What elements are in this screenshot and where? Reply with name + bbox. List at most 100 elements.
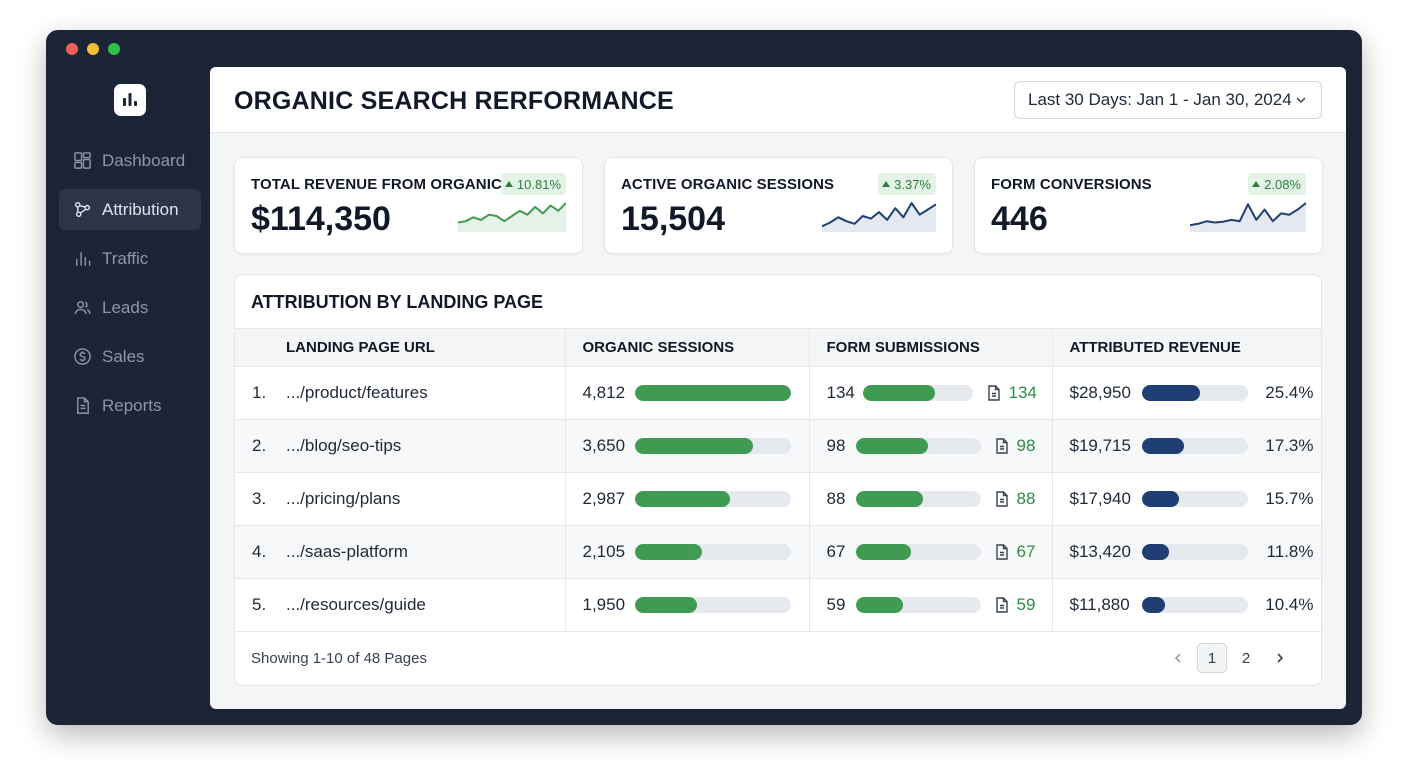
landing-page-url[interactable]: .../resources/guide <box>286 595 426 614</box>
submissions-link[interactable]: 59 <box>1016 595 1036 614</box>
submissions-cell: 67 67 <box>808 525 1052 579</box>
revenue-value: $17,940 <box>1069 489 1131 508</box>
submissions-cell: 59 59 <box>808 578 1052 632</box>
submissions-link[interactable]: 88 <box>1016 489 1036 508</box>
revenue-bar <box>1141 597 1248 613</box>
kpi-card-revenue[interactable]: TOTAL REVENUE FROM ORGANIC $114,350 10.8… <box>234 157 583 254</box>
date-range-select[interactable]: Last 30 Days: Jan 1 - Jan 30, 2024 <box>1014 81 1322 119</box>
table-row[interactable]: 2. .../blog/seo-tips 3,650 98 98 $19,715 17.3% <box>235 419 1321 473</box>
revenue-value: $13,420 <box>1069 542 1131 561</box>
chevron-left-icon[interactable] <box>1163 643 1193 673</box>
kpi-card-sessions[interactable]: ACTIVE ORGANIC SESSIONS 15,504 3.37% <box>604 157 953 254</box>
landing-page-url[interactable]: .../product/features <box>286 383 428 402</box>
revenue-bar-fill <box>1141 385 1200 401</box>
close-window-button[interactable] <box>66 43 78 55</box>
column-header-url[interactable]: LANDING PAGE URL <box>235 328 565 367</box>
sessions-bar-fill <box>634 491 730 507</box>
submissions-link[interactable]: 134 <box>1008 383 1037 402</box>
table-row[interactable]: 5. .../resources/guide 1,950 59 59 $11,880 10.… <box>235 578 1321 632</box>
sessions-cell: 1,950 <box>564 578 809 632</box>
revenue-value: $19,715 <box>1069 436 1131 455</box>
zoom-window-button[interactable] <box>108 43 120 55</box>
sidebar-item-attribution[interactable]: Attribution <box>59 189 201 230</box>
attribution-table: LANDING PAGE URL ORGANIC SESSIONS FORM S… <box>235 328 1321 632</box>
row-rank: 5. <box>252 595 267 614</box>
row-rank: 3. <box>252 489 267 508</box>
sidebar-item-label: Reports <box>102 395 162 415</box>
pagination-summary: Showing 1-10 of 48 Pages <box>251 650 427 667</box>
sidebar-item-dashboard[interactable]: Dashboard <box>59 140 201 181</box>
window-controls <box>66 43 120 55</box>
column-header-submissions[interactable]: FORM SUBMISSIONS <box>808 328 1052 367</box>
sidebar-item-label: Attribution <box>102 199 179 219</box>
revenue-cell: $17,940 15.7% <box>1051 472 1321 526</box>
trend-badge: 10.81% <box>500 173 566 195</box>
dashboard-icon <box>73 151 92 170</box>
submissions-link[interactable]: 98 <box>1016 436 1036 455</box>
sidebar-nav: Dashboard Attribution Traffic Leads Sale… <box>59 140 201 434</box>
kpi-label: ACTIVE ORGANIC SESSIONS <box>621 176 835 193</box>
pagination: 1 2 <box>1163 643 1295 673</box>
chevron-down-icon <box>1296 97 1306 104</box>
document-icon <box>987 385 1001 401</box>
revenue-bar <box>1141 438 1248 454</box>
sessions-value: 2,105 <box>582 542 626 561</box>
table-row[interactable]: 1. .../product/features 4,812 134 134 $28,950… <box>235 366 1321 420</box>
revenue-share: 10.4% <box>1265 595 1314 614</box>
sidebar-item-reports[interactable]: Reports <box>59 385 201 426</box>
top-bar: ORGANIC SEARCH RERFORMANCE Last 30 Days:… <box>210 67 1346 133</box>
url-cell: 3. .../pricing/plans <box>235 472 565 526</box>
column-header-sessions[interactable]: ORGANIC SESSIONS <box>564 328 809 367</box>
landing-page-url[interactable]: .../blog/seo-tips <box>286 436 402 455</box>
sessions-bar <box>634 491 791 507</box>
revenue-cell: $13,420 11.8% <box>1051 525 1321 579</box>
revenue-value: $28,950 <box>1069 383 1131 402</box>
landing-page-url[interactable]: .../saas-platform <box>286 542 408 561</box>
sessions-value: 1,950 <box>582 595 626 614</box>
sessions-cell: 3,650 <box>564 419 809 473</box>
reports-icon <box>73 396 92 415</box>
page-button-next[interactable]: 2 <box>1241 649 1251 667</box>
sidebar-item-sales[interactable]: Sales <box>59 336 201 377</box>
minimize-window-button[interactable] <box>87 43 99 55</box>
revenue-bar <box>1141 385 1248 401</box>
submissions-bar <box>855 544 981 560</box>
app-window: Dashboard Attribution Traffic Leads Sale… <box>46 30 1362 725</box>
submissions-bar <box>855 438 981 454</box>
revenue-share: 17.3% <box>1265 436 1314 455</box>
sparkline-line <box>1190 202 1306 227</box>
submissions-link[interactable]: 67 <box>1016 542 1036 561</box>
document-icon <box>995 544 1009 560</box>
bar-chart-icon[interactable] <box>114 84 146 116</box>
table-row[interactable]: 3. .../pricing/plans 2,987 88 88 $17,940 15.7% <box>235 472 1321 526</box>
sidebar-item-label: Dashboard <box>102 150 186 170</box>
page-button-current[interactable]: 1 <box>1197 643 1227 673</box>
attribution-card: ATTRIBUTION BY LANDING PAGE LANDING PAGE… <box>234 274 1322 686</box>
submissions-bar <box>855 491 981 507</box>
sidebar-item-leads[interactable]: Leads <box>59 287 201 328</box>
trend-up-icon <box>504 181 513 187</box>
landing-page-url[interactable]: .../pricing/plans <box>286 489 401 508</box>
revenue-bar <box>1141 491 1248 507</box>
submissions-bar <box>855 597 981 613</box>
submissions-bar-fill <box>855 438 928 454</box>
row-rank: 1. <box>252 383 267 402</box>
revenue-bar-fill <box>1141 491 1179 507</box>
row-rank: 2. <box>252 436 267 455</box>
row-rank: 4. <box>252 542 267 561</box>
submissions-cell: 88 88 <box>808 472 1052 526</box>
chevron-right-icon[interactable] <box>1265 643 1295 673</box>
table-row[interactable]: 4. .../saas-platform 2,105 67 67 $13,420 11.8% <box>235 525 1321 579</box>
sidebar-item-label: Sales <box>102 346 145 366</box>
column-header-revenue[interactable]: ATTRIBUTED REVENUE <box>1051 328 1321 367</box>
revenue-share: 11.8% <box>1266 542 1314 561</box>
kpi-card-conversions[interactable]: FORM CONVERSIONS 446 2.08% <box>974 157 1323 254</box>
sessions-cell: 2,987 <box>564 472 809 526</box>
kpi-value: 15,504 <box>621 200 725 238</box>
revenue-bar <box>1141 544 1248 560</box>
sidebar-item-traffic[interactable]: Traffic <box>59 238 201 279</box>
submissions-value: 67 <box>826 542 846 561</box>
kpi-value: 446 <box>991 200 1048 238</box>
table-header-row: LANDING PAGE URL ORGANIC SESSIONS FORM S… <box>235 328 1321 367</box>
sessions-bar <box>634 544 791 560</box>
